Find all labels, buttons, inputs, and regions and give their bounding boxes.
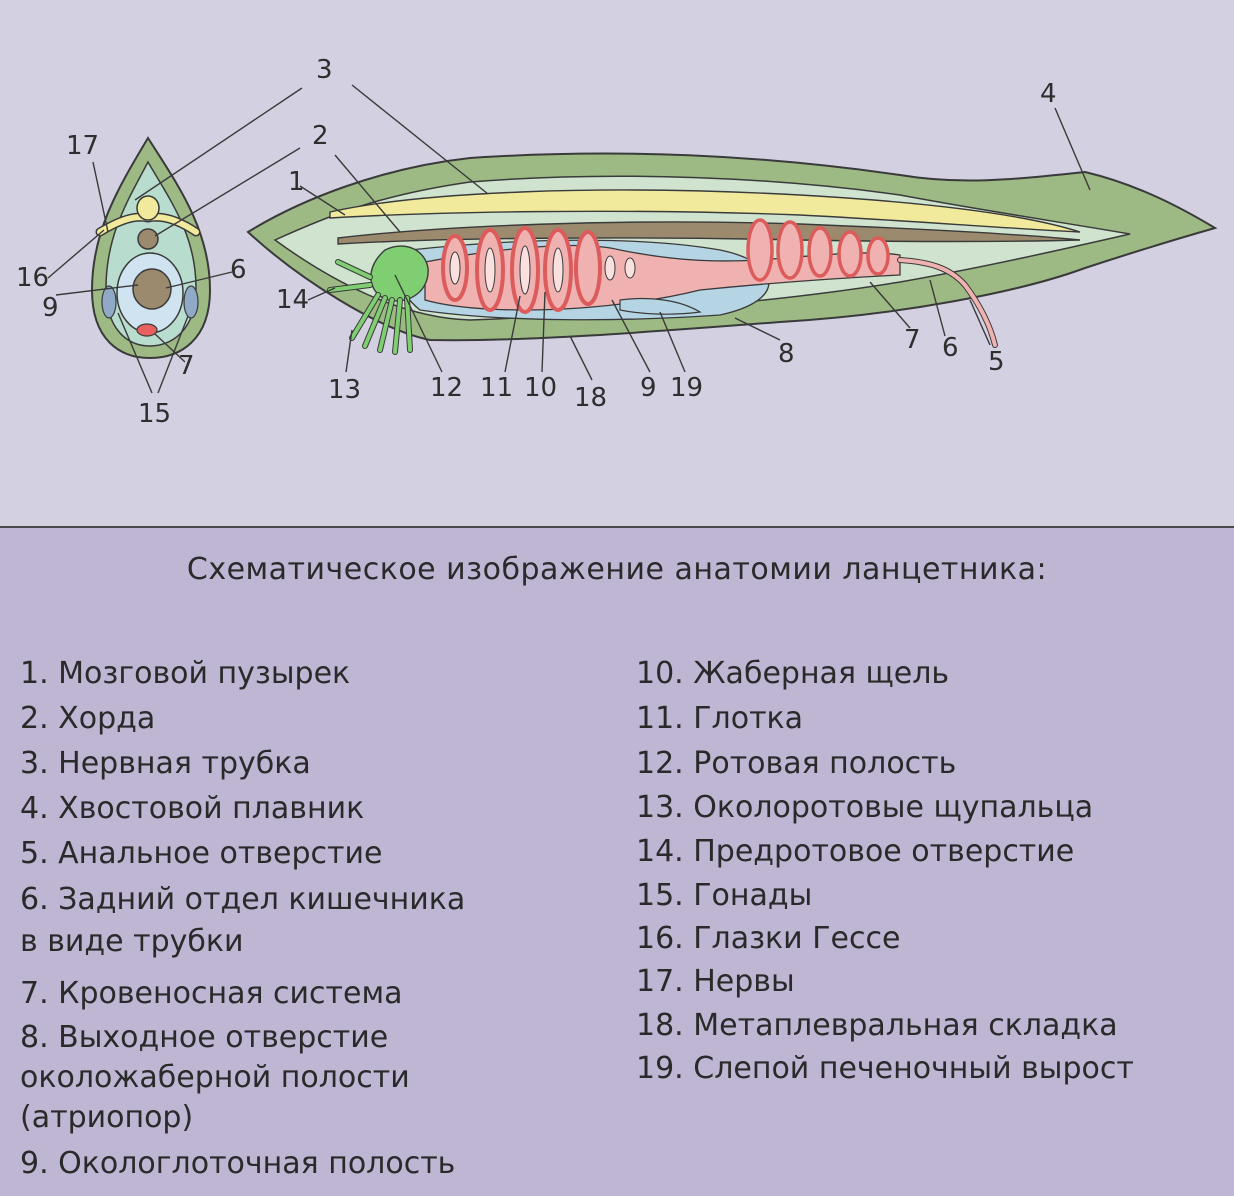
legend-item-17: 17. Нервы [636, 964, 795, 999]
legend-item-8-cont2: (атриопор) [20, 1100, 194, 1135]
label-18: 18 [574, 383, 607, 413]
legend-item-1: 1. Мозговой пузырек [20, 656, 351, 691]
label-14: 14 [276, 285, 309, 315]
label-10: 10 [524, 373, 557, 403]
cross-section [47, 136, 233, 394]
neural-tube-body [329, 189, 1081, 233]
gill-arches [441, 226, 602, 314]
label-4: 4 [1040, 79, 1057, 109]
label-6-cross: 6 [230, 255, 247, 285]
liver-outgrowth [619, 297, 702, 315]
blood-vessel-shape [136, 323, 158, 337]
label-12: 12 [430, 373, 463, 403]
legend-item-2: 2. Хорда [20, 701, 156, 736]
legend-item-12: 12. Ротовая полость [636, 746, 957, 781]
lancelet-diagram: 17 16 9 6 7 15 1 2 3 4 5 6 7 8 9 10 11 1… [0, 0, 1234, 528]
label-8: 8 [778, 339, 795, 369]
gonad-left-shape [101, 285, 117, 319]
blood-vessel-rings [746, 218, 890, 282]
legend-item-15: 15. Гонады [636, 878, 813, 913]
number-labels: 17 16 9 6 7 15 1 2 3 4 5 6 7 8 9 10 11 1… [16, 55, 1057, 429]
legend-item-6-cont: в виде трубки [20, 924, 244, 959]
lancelet-body [134, 84, 1218, 381]
legend-item-16: 16. Глазки Гессе [636, 921, 901, 956]
legend-item-19: 19. Слепой печеночный вырост [636, 1051, 1134, 1086]
legend-panel: Схематическое изображение анатомии ланце… [0, 526, 1234, 1196]
legend-item-8-cont: околожаберной полости [20, 1060, 410, 1095]
label-2: 2 [312, 121, 329, 151]
legend-title: Схематическое изображение анатомии ланце… [186, 552, 1048, 587]
label-13: 13 [328, 375, 361, 405]
legend-item-7: 7. Кровеносная система [20, 976, 403, 1011]
label-9-cross: 9 [42, 293, 59, 323]
gonad-right-shape [183, 285, 199, 319]
hind-gut-tube [898, 258, 997, 347]
legend-item-10: 10. Жаберная щель [636, 656, 950, 691]
legend-item-3: 3. Нервная трубка [20, 746, 311, 781]
label-1: 1 [288, 167, 305, 197]
label-15: 15 [138, 399, 171, 429]
label-6: 6 [942, 333, 959, 363]
legend-item-11: 11. Глотка [636, 701, 804, 736]
label-9: 9 [640, 373, 657, 403]
label-3: 3 [316, 55, 333, 85]
legend-item-9: 9. Окологлоточная полость [20, 1146, 456, 1181]
legend-item-13: 13. Околоротовые щупальца [636, 790, 1094, 825]
label-7: 7 [904, 325, 921, 355]
lancelet-svg: 17 16 9 6 7 15 1 2 3 4 5 6 7 8 9 10 11 1… [16, 55, 1218, 429]
legend-item-4: 4. Хвостовой плавник [20, 791, 365, 826]
label-16: 16 [16, 263, 49, 293]
label-11: 11 [480, 373, 513, 403]
label-19: 19 [670, 373, 703, 403]
leader-lines [134, 84, 1091, 381]
label-7-cross: 7 [178, 351, 195, 381]
neural-tube-shape [136, 195, 160, 221]
label-17: 17 [66, 131, 99, 161]
gill-slits [449, 245, 636, 295]
legend-item-18: 18. Метаплевральная складка [636, 1008, 1118, 1043]
legend-item-6: 6. Задний отдел кишечника [20, 882, 466, 917]
chord-shape [137, 228, 159, 250]
gut-shape [132, 268, 172, 310]
legend-item-14: 14. Предротовое отверстие [636, 834, 1075, 869]
legend-item-8: 8. Выходное отверстие [20, 1020, 389, 1055]
legend-item-5: 5. Анальное отверстие [20, 836, 383, 871]
label-5: 5 [988, 347, 1005, 377]
